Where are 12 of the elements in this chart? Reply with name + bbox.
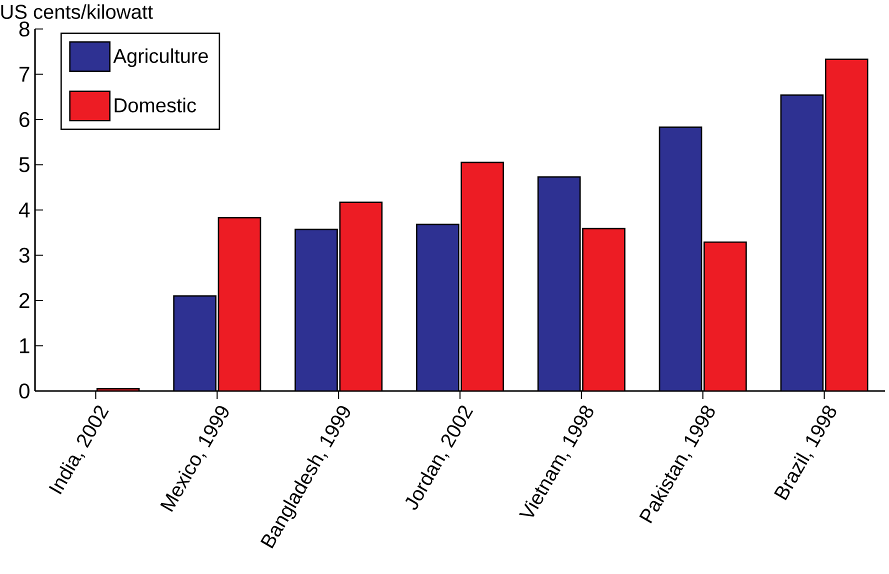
y-tick-label: 5 [19, 157, 30, 172]
y-tick-label: 8 [19, 21, 30, 37]
y-tick-label: 1 [20, 338, 30, 354]
y-tick-label: 4 [18, 202, 30, 218]
y-axis-title: US cents/kilowatt [1, 4, 153, 19]
legend-label: Agriculture [113, 48, 208, 67]
legend-label: Domestic [114, 98, 196, 112]
y-tick-label: 6 [20, 112, 30, 128]
y-tick-label: 7 [20, 66, 30, 82]
y-tick-label: 0 [19, 383, 30, 399]
y-tick-label: 3 [19, 248, 30, 263]
y-tick-label: 2 [20, 293, 30, 308]
